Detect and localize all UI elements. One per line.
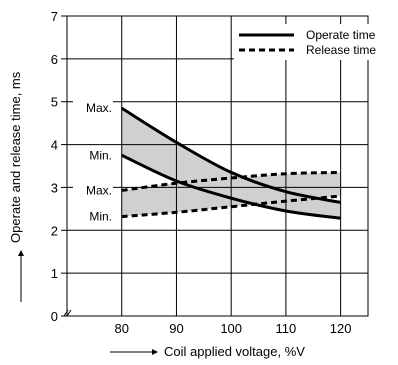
annotation-operate-min-bg xyxy=(73,146,113,163)
y-tick-3: 3 xyxy=(51,180,58,195)
x-tick-80: 80 xyxy=(114,321,128,336)
x-axis-arrow-head xyxy=(152,349,158,355)
annotation-layer: Max. Min. Max. Min. xyxy=(73,99,113,224)
annotation-release-min-bg xyxy=(73,207,113,224)
y-axis-label: Operate and release time, ms xyxy=(8,71,23,243)
annotation-release-max: Max. xyxy=(86,183,112,197)
annotation-operate-max: Max. xyxy=(86,101,112,115)
line-layer xyxy=(120,106,341,220)
y-axis-arrow-head xyxy=(18,250,24,256)
series-1-max-line xyxy=(121,170,341,192)
legend-label-operate: Operate time xyxy=(306,28,376,42)
x-axis-label: Coil applied voltage, %V xyxy=(164,344,305,359)
annotation-release-min: Min. xyxy=(89,210,112,224)
grid-layer xyxy=(61,15,368,317)
series-0-min-line xyxy=(121,153,341,220)
annotation-operate-max-bg xyxy=(73,99,113,116)
legend-background xyxy=(234,24,398,60)
legend-label-release: Release time xyxy=(306,43,376,57)
y-tick-0: 0 xyxy=(51,309,58,324)
y-tick-2: 2 xyxy=(51,223,58,238)
annotation-release-max-bg xyxy=(73,181,113,198)
series-0-max-line xyxy=(120,106,341,204)
plot-frame xyxy=(66,15,369,317)
y-tick-labels: 0 1 2 3 4 5 6 7 xyxy=(51,9,58,324)
y-tick-6: 6 xyxy=(51,52,58,67)
x-tick-110: 110 xyxy=(276,321,297,336)
series-1-min-line xyxy=(121,194,341,219)
x-tick-100: 100 xyxy=(220,321,242,336)
annotation-operate-min: Min. xyxy=(89,148,112,162)
y-tick-7: 7 xyxy=(51,9,58,24)
y-tick-1: 1 xyxy=(51,266,58,281)
y-tick-4: 4 xyxy=(51,138,58,153)
axis-break-mark xyxy=(63,309,72,317)
x-tick-labels: 80 90 100 110 120 xyxy=(114,321,351,336)
x-tick-120: 120 xyxy=(330,321,352,336)
legend: Operate time Release time xyxy=(234,24,398,60)
y-tick-5: 5 xyxy=(51,95,58,110)
x-tick-90: 90 xyxy=(169,321,183,336)
